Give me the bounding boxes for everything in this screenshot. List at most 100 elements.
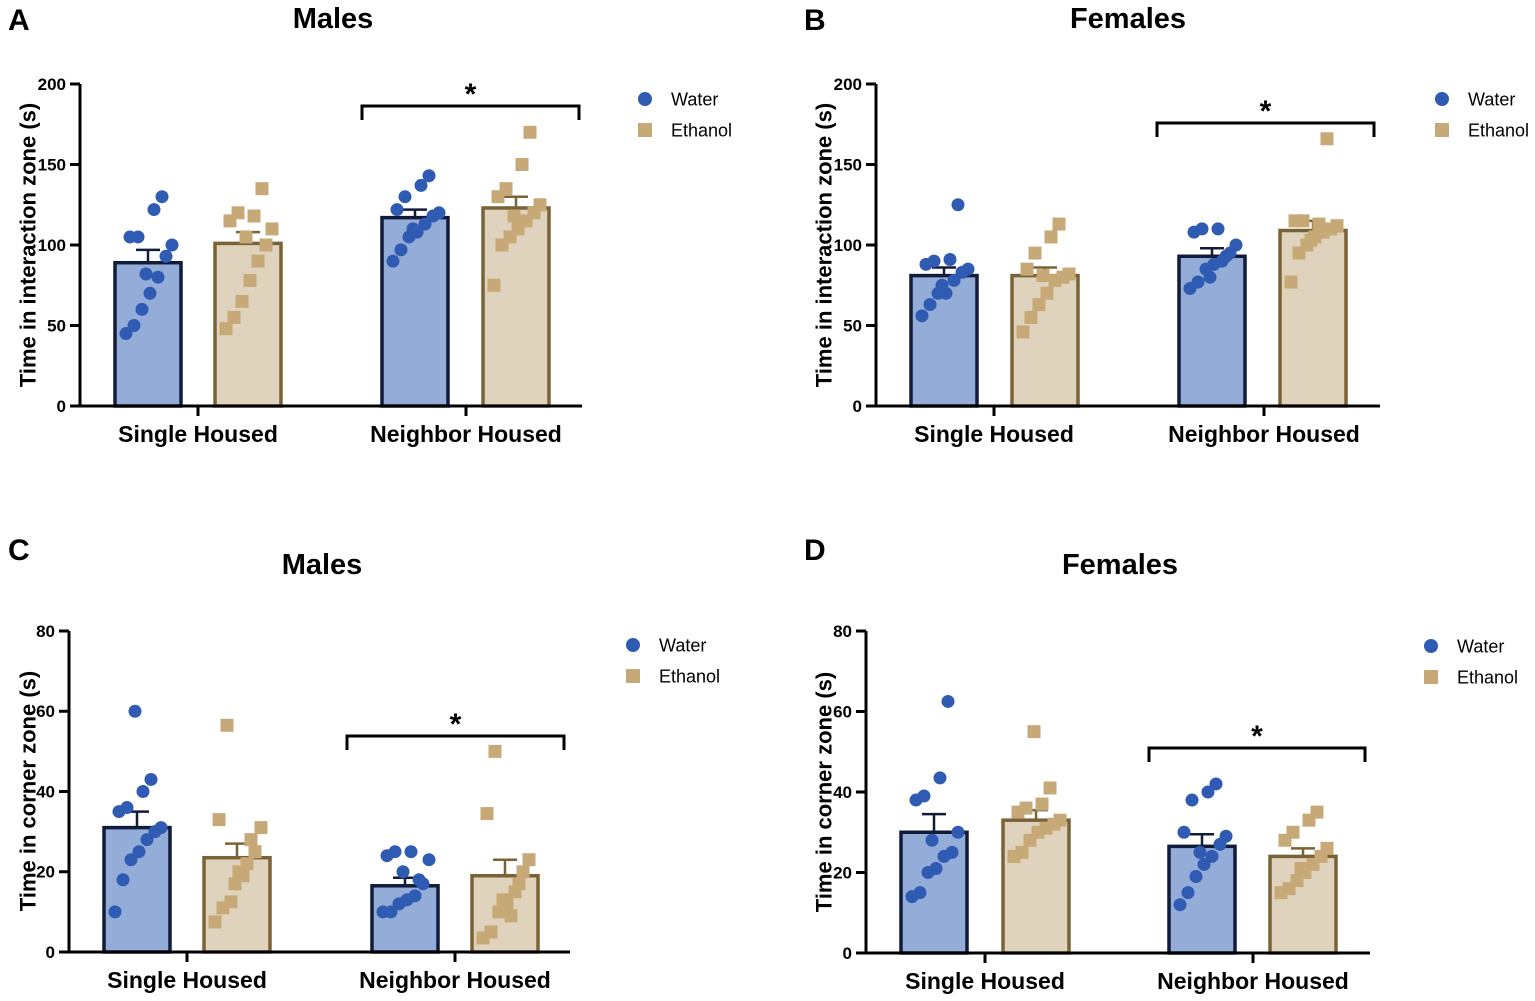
water-data-point bbox=[135, 302, 149, 316]
panel-d: D Females Time in corner zone (s) 0 20 40 60 80… bbox=[804, 534, 1518, 994]
water-data-point bbox=[128, 704, 142, 718]
water-data-point bbox=[396, 865, 410, 879]
legend-water-label: Water bbox=[1457, 636, 1504, 656]
legend-water-label: Water bbox=[1468, 89, 1515, 109]
water-bar bbox=[380, 215, 450, 408]
water-data-point bbox=[1205, 849, 1219, 863]
legend-water-marker bbox=[1424, 639, 1438, 653]
legend-water-label: Water bbox=[659, 635, 706, 655]
y-tick-label: 50 bbox=[47, 316, 66, 335]
legend-water-marker bbox=[626, 638, 640, 652]
chart-title: Females bbox=[1062, 549, 1178, 581]
legend-water-marker bbox=[638, 92, 652, 106]
x-category-label: Single Housed bbox=[914, 421, 1074, 447]
ethanol-data-point bbox=[1304, 233, 1318, 247]
ethanol-data-point bbox=[255, 182, 269, 196]
water-data-point bbox=[147, 203, 161, 217]
ethanol-data-point bbox=[259, 238, 273, 252]
ethanol-data-point bbox=[240, 857, 254, 871]
y-tick-label: 0 bbox=[46, 943, 55, 962]
significance-bracket bbox=[1155, 121, 1376, 137]
panel-letter: A bbox=[8, 4, 30, 37]
water-data-point bbox=[1201, 785, 1215, 799]
x-category-label: Single Housed bbox=[905, 968, 1065, 994]
significance-bracket bbox=[1147, 746, 1367, 762]
y-axis-label: Time in interaction zone (s) bbox=[16, 103, 41, 387]
x-category-label: Neighbor Housed bbox=[370, 421, 562, 447]
ethanol-data-point bbox=[243, 273, 257, 287]
y-tick-label: 40 bbox=[833, 783, 852, 802]
y-tick-label: 20 bbox=[833, 863, 852, 882]
ethanol-data-point bbox=[533, 198, 547, 212]
water-data-point bbox=[124, 853, 138, 867]
panel-letter: D bbox=[804, 534, 826, 567]
water-data-point bbox=[1191, 275, 1205, 289]
ethanol-data-point bbox=[224, 895, 238, 909]
water-data-point bbox=[398, 190, 412, 204]
ethanol-data-point bbox=[496, 893, 510, 907]
legend-ethanol-marker bbox=[626, 669, 640, 683]
water-data-point bbox=[412, 873, 426, 887]
water-data-point bbox=[127, 319, 141, 332]
ethanol-data-point bbox=[1052, 217, 1066, 231]
ethanol-data-point bbox=[265, 222, 279, 236]
water-data-point bbox=[935, 278, 949, 292]
water-data-point bbox=[132, 845, 146, 859]
y-axis-label: Time in corner zone (s) bbox=[812, 672, 837, 912]
ethanol-data-point bbox=[1330, 219, 1344, 233]
water-data-point bbox=[1219, 249, 1233, 263]
ethanol-data-point bbox=[208, 915, 222, 929]
water-data-point bbox=[143, 286, 157, 300]
water-data-point bbox=[116, 873, 130, 887]
water-data-point bbox=[947, 273, 961, 287]
significance-star: * bbox=[465, 78, 477, 111]
water-data-point bbox=[1177, 825, 1191, 839]
ethanol-data-point bbox=[1027, 725, 1041, 739]
chart-title: Females bbox=[1070, 3, 1186, 35]
legend-ethanol-label: Ethanol bbox=[659, 666, 720, 686]
water-data-point bbox=[1189, 870, 1203, 884]
water-data-point bbox=[923, 298, 937, 312]
ethanol-data-point bbox=[254, 821, 268, 835]
ethanol-data-point bbox=[1020, 262, 1034, 276]
water-data-point bbox=[1181, 886, 1195, 900]
ethanol-data-point bbox=[516, 865, 530, 879]
y-tick-label: 20 bbox=[36, 863, 55, 882]
water-data-point bbox=[961, 262, 975, 276]
legend-ethanol-label: Ethanol bbox=[1468, 120, 1529, 140]
y-tick-label: 100 bbox=[834, 236, 862, 255]
water-data-point bbox=[151, 270, 165, 284]
x-category-label: Neighbor Housed bbox=[359, 967, 551, 993]
water-data-point bbox=[943, 252, 957, 266]
ethanol-data-point bbox=[1036, 269, 1050, 283]
legend-water-marker bbox=[1435, 92, 1449, 106]
y-tick-label: 150 bbox=[834, 155, 862, 174]
ethanol-data-point bbox=[239, 230, 253, 244]
y-tick-label: 40 bbox=[36, 782, 55, 801]
ethanol-data-point bbox=[231, 206, 245, 220]
water-data-point bbox=[927, 254, 941, 268]
ethanol-data-point bbox=[227, 310, 241, 324]
y-tick-label: 0 bbox=[843, 944, 852, 963]
ethanol-data-point bbox=[1312, 217, 1326, 231]
water-data-point bbox=[386, 254, 400, 268]
water-data-point bbox=[165, 238, 179, 252]
legend-ethanol-marker bbox=[1424, 670, 1438, 684]
water-data-point bbox=[1197, 857, 1211, 871]
y-tick-label: 100 bbox=[38, 236, 66, 255]
x-category-label: Neighbor Housed bbox=[1157, 968, 1349, 994]
ethanol-data-point bbox=[1062, 267, 1076, 281]
chart-title: Males bbox=[293, 3, 374, 35]
water-data-point bbox=[119, 327, 133, 341]
ethanol-data-point bbox=[1015, 845, 1029, 859]
ethanol-data-point bbox=[1035, 797, 1049, 811]
ethanol-data-point bbox=[1320, 132, 1334, 146]
ethanol-data-point bbox=[1044, 230, 1058, 244]
water-data-point bbox=[394, 243, 408, 257]
legend-ethanol-label: Ethanol bbox=[671, 120, 732, 140]
water-data-point bbox=[418, 217, 432, 231]
ethanol-data-point bbox=[1032, 298, 1046, 312]
water-data-point bbox=[384, 905, 398, 919]
significance-bracket bbox=[345, 734, 566, 750]
y-axis-label: Time in interaction zone (s) bbox=[812, 103, 837, 387]
